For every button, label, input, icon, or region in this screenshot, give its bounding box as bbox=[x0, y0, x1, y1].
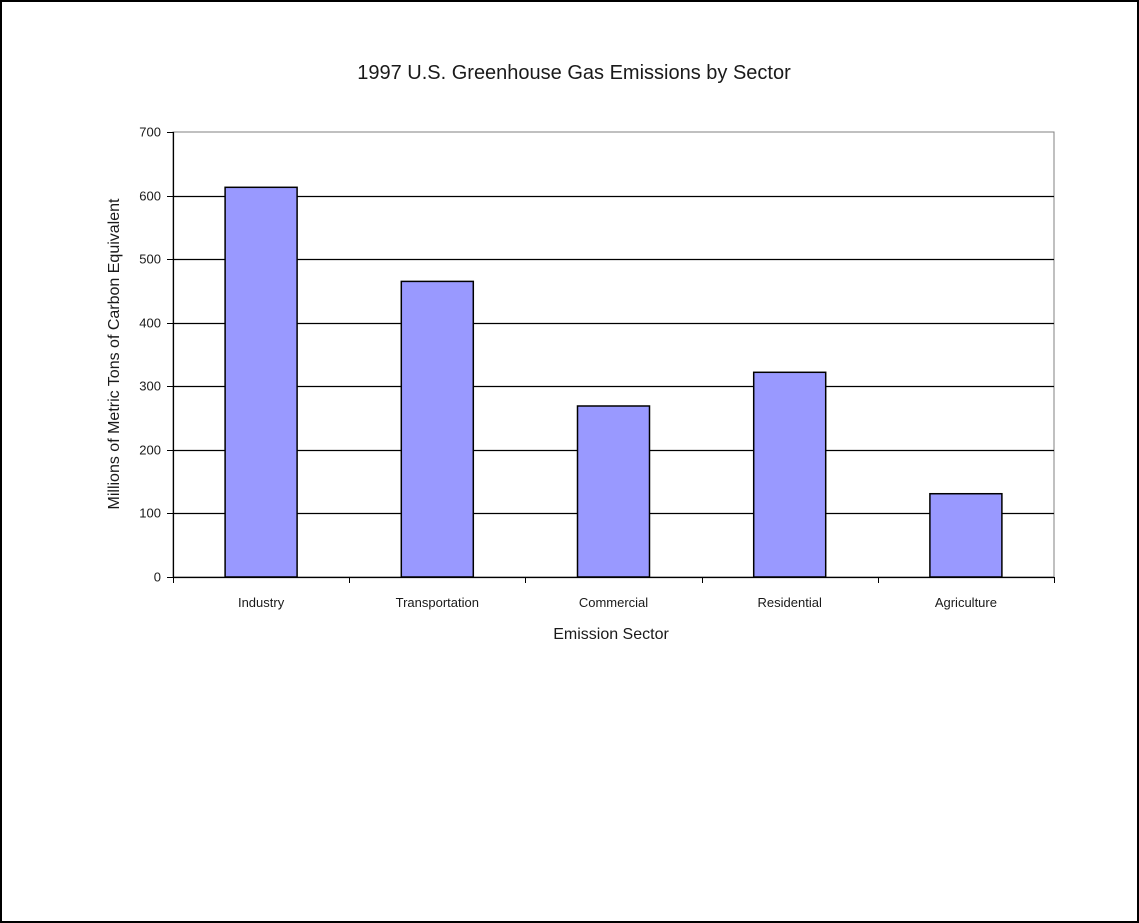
y-tick-label: 700 bbox=[139, 125, 161, 140]
y-tick-label: 600 bbox=[139, 189, 161, 204]
y-tick-label: 300 bbox=[139, 379, 161, 394]
bar-industry bbox=[224, 186, 298, 578]
y-tick-label: 400 bbox=[139, 316, 161, 331]
chart-title: 1997 U.S. Greenhouse Gas Emissions by Se… bbox=[357, 62, 791, 84]
bar-residential bbox=[752, 371, 827, 578]
y-tick-label: 200 bbox=[139, 443, 161, 458]
bar-agriculture bbox=[929, 492, 1003, 578]
x-category-label: Industry bbox=[238, 595, 285, 610]
x-category-label: Residential bbox=[758, 595, 822, 610]
x-axis-label: Emission Sector bbox=[553, 626, 669, 643]
plot-area: 0 100 200 300 400 500 600 700 Industry Transporta… bbox=[139, 125, 1055, 610]
y-tick-label: 500 bbox=[139, 252, 161, 267]
x-category-label: Agriculture bbox=[935, 595, 997, 610]
y-tick-label: 0 bbox=[154, 570, 161, 585]
y-tick-label: 100 bbox=[139, 506, 161, 521]
y-axis-label: Millions of Metric Tons of Carbon Equiva… bbox=[106, 198, 123, 510]
bar-commercial bbox=[576, 405, 651, 578]
x-category-label: Transportation bbox=[396, 595, 479, 610]
bar-transportation bbox=[400, 280, 475, 578]
x-category-label: Commercial bbox=[579, 595, 648, 610]
